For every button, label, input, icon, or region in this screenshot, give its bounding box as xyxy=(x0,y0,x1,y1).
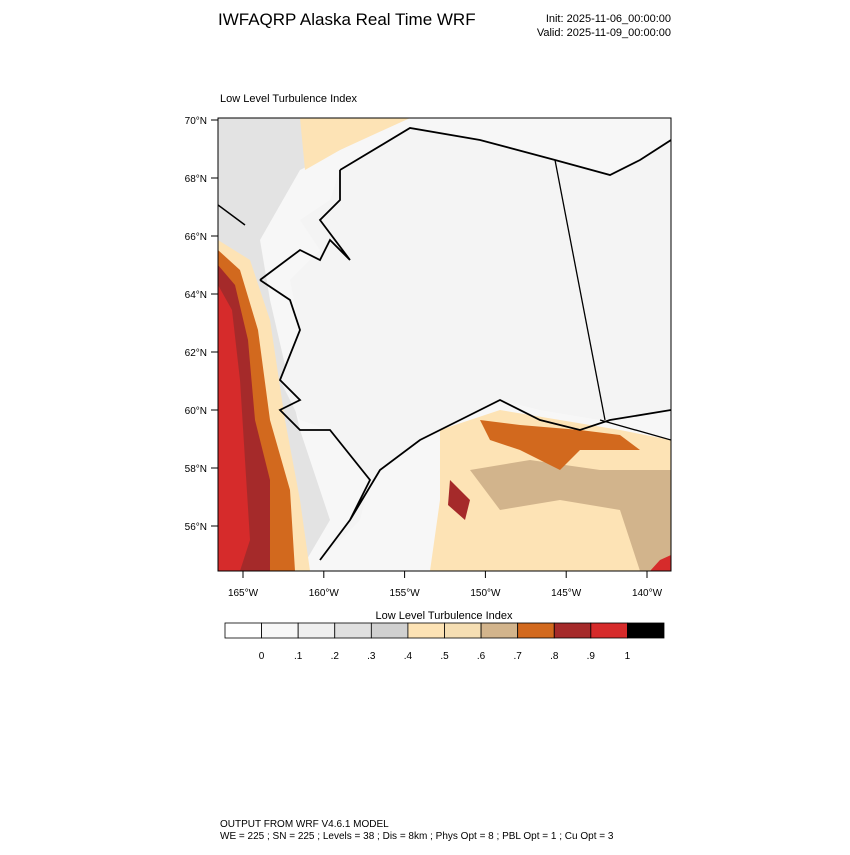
colorbar-tick-label: .9 xyxy=(587,651,596,662)
land-field xyxy=(280,128,671,560)
colorbar-tick-label: 0 xyxy=(259,651,265,662)
lat-tick-label: 70°N xyxy=(185,116,207,127)
colorbar-box xyxy=(224,622,262,639)
title: IWFAQRP Alaska Real Time WRF xyxy=(218,10,476,29)
north-field xyxy=(300,118,410,170)
colorbar-box xyxy=(480,622,519,639)
colorbar-tick-label: .7 xyxy=(513,651,522,662)
kodiak-field xyxy=(448,480,470,520)
gulf-field-2 xyxy=(470,460,671,571)
map-frame xyxy=(217,117,672,572)
footer-line: WE = 225 ; SN = 225 ; Levels = 38 ; Dis … xyxy=(220,831,614,842)
gulf-field-3 xyxy=(480,420,640,470)
lon-tick-label: 150°W xyxy=(470,588,501,599)
lat-tick-label: 56°N xyxy=(185,522,207,533)
lon-tick-label: 160°W xyxy=(309,588,340,599)
colorbar-box xyxy=(261,622,299,639)
colorbar-box xyxy=(553,622,592,639)
lon-tick-label: 140°W xyxy=(632,588,663,599)
colorbar-tick-label: .8 xyxy=(550,651,559,662)
colorbar-tick-label: .5 xyxy=(440,651,449,662)
colorbar-tick-label: .4 xyxy=(404,651,413,662)
map-field xyxy=(218,118,671,571)
lat-tick-label: 64°N xyxy=(185,290,207,301)
west-field-4 xyxy=(218,285,250,571)
lon-tick-label: 155°W xyxy=(390,588,421,599)
init-time: Init: 2025-11-06_00:00:00 xyxy=(546,13,671,25)
russia-coast xyxy=(218,204,246,226)
valid-time: Valid: 2025-11-09_00:00:00 xyxy=(537,27,671,39)
lon-tick-label: 165°W xyxy=(228,588,259,599)
footer-line: OUTPUT FROM WRF V4.6.1 MODEL xyxy=(220,819,389,830)
colorbar-tick-label: .1 xyxy=(294,651,303,662)
colorbar-box xyxy=(297,622,336,639)
colorbar-box xyxy=(517,622,555,639)
lon-tick-label: 145°W xyxy=(551,588,582,599)
lat-tick-label: 66°N xyxy=(185,232,207,243)
colorbar-box xyxy=(444,622,482,639)
se-field xyxy=(650,555,671,571)
colorbar-box xyxy=(334,622,372,639)
map-label: Low Level Turbulence Index xyxy=(220,93,357,105)
border xyxy=(554,159,671,441)
lat-tick-label: 62°N xyxy=(185,348,207,359)
colorbar-tick-label: .3 xyxy=(367,651,376,662)
colorbar-tick-label: 1 xyxy=(625,651,631,662)
colorbar-title: Low Level Turbulence Index xyxy=(376,610,513,622)
lat-tick-label: 58°N xyxy=(185,464,207,475)
colorbar-box xyxy=(590,622,628,639)
colorbar-tick-label: .6 xyxy=(477,651,486,662)
colorbar-tick-label: .2 xyxy=(331,651,340,662)
colorbar-box xyxy=(627,622,665,639)
lat-tick-label: 68°N xyxy=(185,174,207,185)
colorbar-box xyxy=(407,622,445,639)
colorbar-box xyxy=(370,622,409,639)
lat-tick-label: 60°N xyxy=(185,406,207,417)
